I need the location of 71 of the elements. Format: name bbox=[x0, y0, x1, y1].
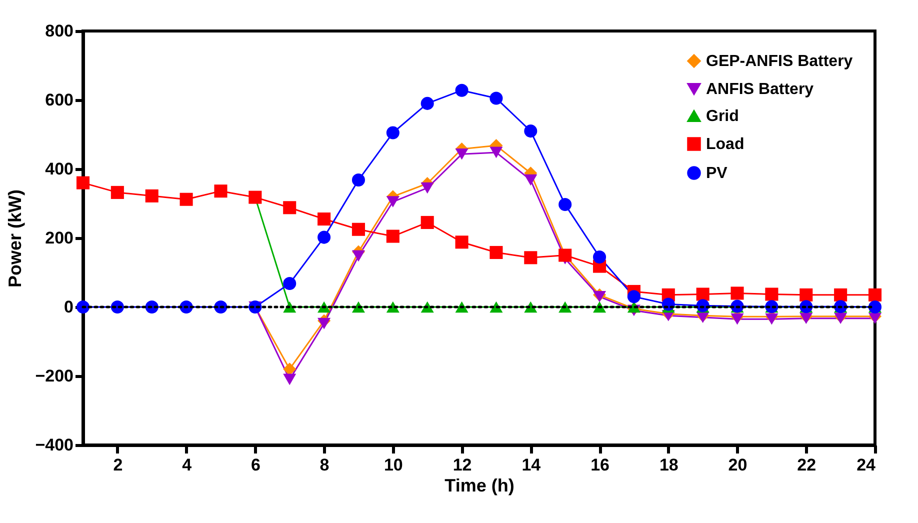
point bbox=[214, 184, 228, 198]
point bbox=[283, 201, 296, 214]
point bbox=[420, 96, 434, 110]
point bbox=[593, 291, 606, 302]
point bbox=[765, 313, 778, 325]
point bbox=[283, 374, 296, 386]
legend-label: PV bbox=[706, 165, 728, 182]
legend-label: Load bbox=[706, 136, 744, 153]
point bbox=[283, 277, 296, 290]
y-tick-label: 200 bbox=[45, 228, 74, 248]
y-tick-label: −400 bbox=[35, 436, 74, 454]
point bbox=[180, 192, 193, 206]
point bbox=[627, 290, 640, 304]
x-tick-label: 14 bbox=[522, 456, 542, 474]
point bbox=[696, 288, 710, 301]
point bbox=[490, 146, 503, 158]
x-tick-label: 4 bbox=[182, 456, 192, 474]
y-tick-label: 600 bbox=[45, 90, 74, 110]
point bbox=[420, 182, 434, 194]
x-tick-label: 12 bbox=[452, 456, 472, 474]
point bbox=[455, 148, 468, 160]
legend-label: ANFIS Battery bbox=[706, 81, 814, 98]
y-tick-label: 400 bbox=[45, 160, 74, 178]
point bbox=[558, 198, 572, 212]
point bbox=[868, 288, 882, 302]
legend-label: Grid bbox=[706, 108, 739, 125]
point bbox=[800, 312, 813, 324]
x-tick-label: 24 bbox=[856, 456, 876, 474]
point bbox=[110, 186, 124, 199]
x-tick-label: 6 bbox=[250, 456, 260, 474]
point bbox=[386, 126, 400, 140]
point bbox=[524, 251, 538, 264]
point bbox=[283, 362, 296, 376]
x-tick-label: 20 bbox=[728, 456, 748, 474]
point bbox=[455, 84, 468, 97]
point bbox=[524, 124, 538, 138]
point bbox=[318, 212, 331, 226]
y-tick-label: 0 bbox=[64, 298, 74, 316]
point bbox=[352, 174, 365, 187]
y-tick-label: 800 bbox=[45, 22, 74, 40]
x-axis-title: Time (h) bbox=[444, 476, 514, 496]
point bbox=[318, 230, 331, 244]
point bbox=[490, 92, 503, 105]
point bbox=[420, 216, 434, 229]
legend-label: GEP-ANFIS Battery bbox=[706, 53, 853, 70]
point bbox=[145, 189, 158, 202]
y-axis-title: Power (kW) bbox=[5, 189, 26, 288]
y-tick-label: −200 bbox=[35, 366, 74, 386]
point bbox=[868, 312, 882, 324]
x-tick-label: 10 bbox=[384, 456, 403, 474]
point bbox=[386, 196, 400, 208]
x-tick-label: 2 bbox=[113, 456, 123, 474]
point bbox=[352, 222, 365, 236]
point bbox=[490, 246, 503, 260]
point bbox=[318, 318, 331, 330]
point bbox=[593, 250, 606, 264]
point bbox=[730, 286, 744, 300]
x-tick-label: 16 bbox=[590, 456, 610, 474]
point bbox=[730, 313, 744, 325]
point bbox=[524, 174, 538, 186]
point bbox=[834, 312, 848, 324]
x-tick-label: 8 bbox=[320, 456, 330, 474]
x-tick-label: 18 bbox=[659, 456, 678, 474]
x-tick-label: 22 bbox=[797, 456, 816, 474]
point bbox=[765, 288, 778, 301]
point bbox=[76, 176, 90, 190]
point bbox=[386, 230, 400, 243]
point bbox=[834, 288, 848, 302]
point bbox=[455, 236, 468, 249]
point bbox=[800, 288, 813, 302]
point bbox=[352, 250, 365, 262]
